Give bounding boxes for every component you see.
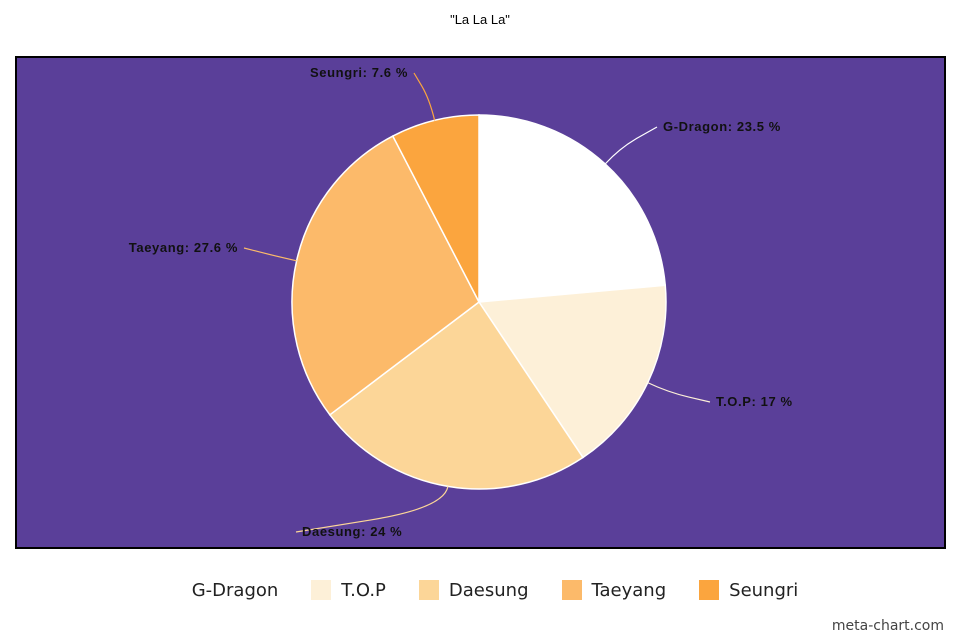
pie-slice-g-dragon[interactable] <box>478 114 667 303</box>
leader-line-g-dragon <box>604 126 658 165</box>
legend-label: Taeyang <box>591 579 667 601</box>
leader-line-daesung <box>295 486 449 533</box>
legend-label: Daesung <box>448 579 529 601</box>
legend-label: T.O.P <box>341 579 386 601</box>
legend-item-daesung[interactable]: Daesung <box>418 579 529 601</box>
legend-label: G-Dragon <box>191 579 279 601</box>
legend-item-seungri[interactable]: Seungri <box>699 580 798 601</box>
legend-swatch <box>161 580 182 600</box>
legend-item-g-dragon[interactable]: G-Dragon <box>161 579 279 601</box>
pie-slice-t-o-p[interactable] <box>477 284 667 459</box>
legend-swatch <box>418 580 439 600</box>
legend-item-taeyang[interactable]: Taeyang <box>561 579 667 601</box>
pie-slice-taeyang[interactable] <box>291 135 480 416</box>
pie-slice-daesung[interactable] <box>328 300 584 490</box>
legend-swatch <box>311 580 332 600</box>
watermark: meta-chart.com <box>831 618 944 634</box>
legend-swatch <box>699 580 720 600</box>
legend-label: Seungri <box>729 579 799 601</box>
data-label-g-dragon: G-Dragon: 23.5 % <box>663 119 781 134</box>
legend: G-Dragon T.O.P Daesung Taeyang Seungri <box>0 578 960 602</box>
data-label-t-o-p: T.O.P: 17 % <box>716 394 793 409</box>
leader-line-t-o-p <box>647 382 711 403</box>
legend-item-t-o-p[interactable]: T.O.P <box>311 580 386 601</box>
data-label-taeyang: Taeyang: 27.6 % <box>129 240 238 255</box>
data-label-daesung: Daesung: 24 % <box>302 524 402 539</box>
chart-title: "La La La" <box>450 12 510 27</box>
leader-line-seungri <box>413 72 436 121</box>
data-label-seungri: Seungri: 7.6 % <box>310 65 408 80</box>
leader-line-taeyang <box>243 247 297 262</box>
legend-swatch <box>561 580 582 600</box>
